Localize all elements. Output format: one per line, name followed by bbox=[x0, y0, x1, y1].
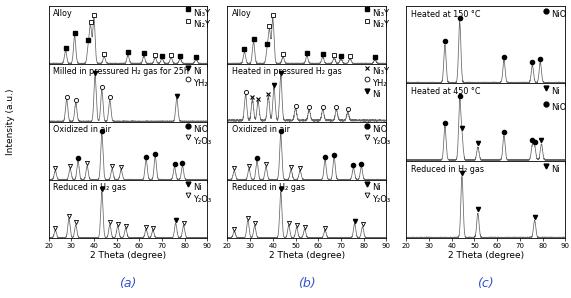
Text: YH₂: YH₂ bbox=[372, 79, 387, 88]
X-axis label: 2 Theta (degree): 2 Theta (degree) bbox=[269, 251, 345, 260]
Text: Ni: Ni bbox=[193, 183, 202, 192]
Text: Heated in pressured H₂ gas: Heated in pressured H₂ gas bbox=[232, 67, 342, 76]
Text: Y₂O₃: Y₂O₃ bbox=[372, 137, 390, 146]
Text: Y₂O₃: Y₂O₃ bbox=[372, 195, 390, 204]
Text: Reduced in H₂ gas: Reduced in H₂ gas bbox=[53, 183, 126, 192]
Text: Reduced in H₂ gas: Reduced in H₂ gas bbox=[411, 165, 484, 174]
Text: Intensity (a.u.): Intensity (a.u.) bbox=[6, 89, 15, 156]
X-axis label: 2 Theta (degree): 2 Theta (degree) bbox=[90, 251, 166, 260]
Text: (b): (b) bbox=[298, 277, 316, 290]
Text: Ni₂Y: Ni₂Y bbox=[372, 21, 389, 30]
Text: NiO: NiO bbox=[372, 125, 388, 134]
Text: NiO: NiO bbox=[551, 10, 566, 19]
Text: (a): (a) bbox=[119, 277, 136, 290]
Text: Ni: Ni bbox=[372, 183, 381, 192]
Text: YH₂: YH₂ bbox=[193, 79, 208, 88]
Text: Ni: Ni bbox=[551, 165, 560, 174]
Text: Y₂O₃: Y₂O₃ bbox=[193, 137, 211, 146]
Text: NiO: NiO bbox=[551, 103, 566, 112]
Text: (c): (c) bbox=[477, 277, 494, 290]
Text: Y₂O₃: Y₂O₃ bbox=[193, 195, 211, 204]
Text: Oxidized in air: Oxidized in air bbox=[232, 125, 290, 134]
Text: Alloy: Alloy bbox=[53, 9, 73, 18]
Text: NiO: NiO bbox=[193, 125, 208, 134]
Text: Ni₃Y: Ni₃Y bbox=[372, 67, 389, 76]
Text: Heated at 150 °C: Heated at 150 °C bbox=[411, 10, 481, 19]
Text: Reduced in H₂ gas: Reduced in H₂ gas bbox=[232, 183, 305, 192]
Text: Ni₂Y: Ni₂Y bbox=[193, 21, 210, 30]
Text: Milled in pressured H₂ gas for 25h: Milled in pressured H₂ gas for 25h bbox=[53, 67, 189, 76]
Text: Oxidized in air: Oxidized in air bbox=[53, 125, 111, 134]
Text: Ni: Ni bbox=[551, 87, 560, 96]
Text: Ni: Ni bbox=[193, 67, 202, 76]
Text: Heated at 450 °C: Heated at 450 °C bbox=[411, 87, 481, 96]
Text: Alloy: Alloy bbox=[232, 9, 252, 18]
Text: Ni: Ni bbox=[372, 90, 381, 99]
Text: Ni₃Y: Ni₃Y bbox=[193, 9, 210, 18]
Text: Ni₃Y: Ni₃Y bbox=[372, 9, 389, 18]
X-axis label: 2 Theta (degree): 2 Theta (degree) bbox=[448, 251, 524, 260]
